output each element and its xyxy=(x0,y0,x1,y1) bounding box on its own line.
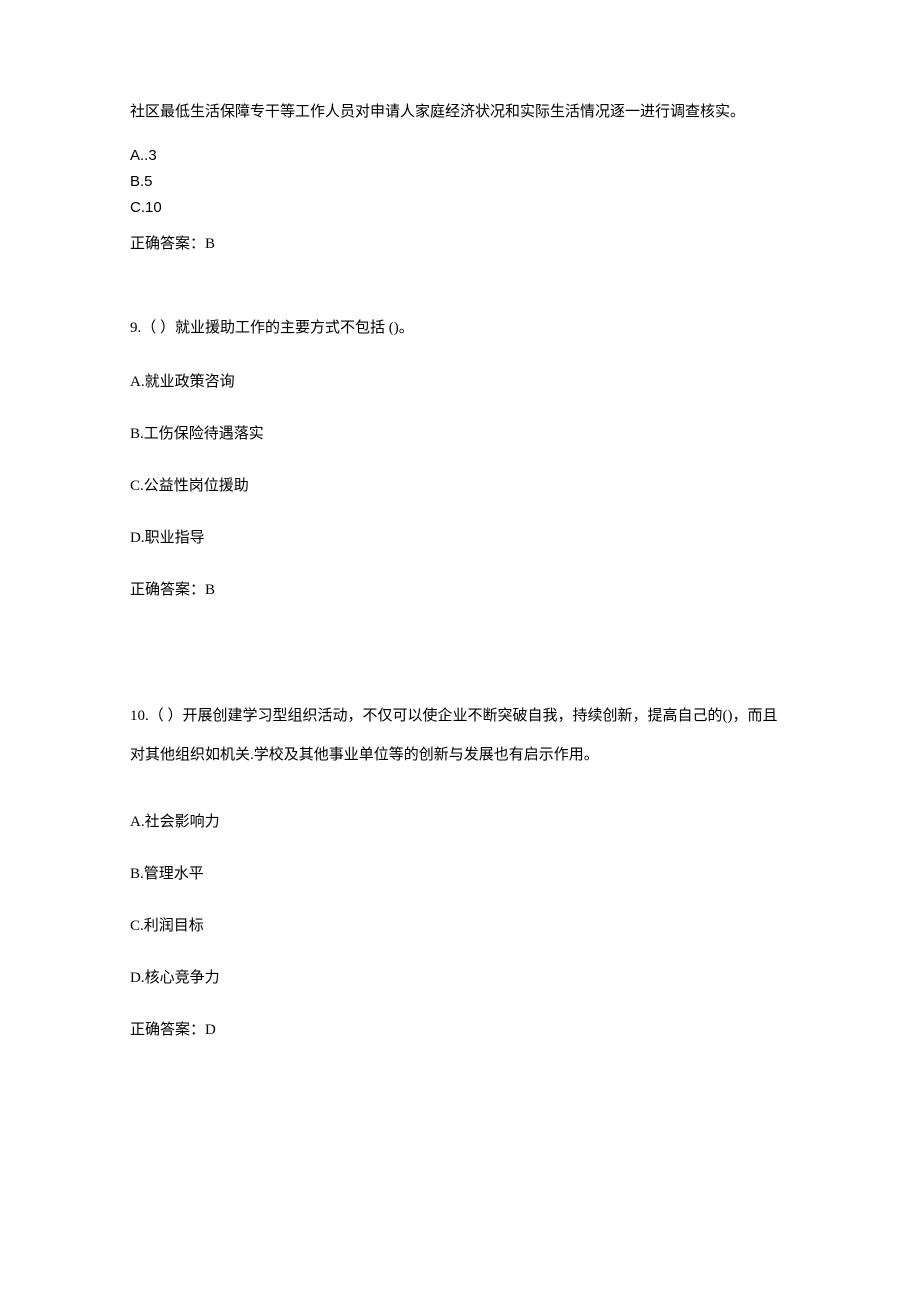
q10-option-b: B.管理水平 xyxy=(130,862,790,886)
q10-answer: 正确答案：D xyxy=(130,1018,790,1042)
q9-option-d: D.职业指导 xyxy=(130,526,790,550)
question-9: 9.（ ）就业援助工作的主要方式不包括 ()。 A.就业政策咨询 B.工伤保险待… xyxy=(130,316,790,602)
q10-option-c: C.利润目标 xyxy=(130,914,790,938)
q8-continuation-text: 社区最低生活保障专干等工作人员对申请人家庭经济状况和实际生活情况逐一进行调查核实… xyxy=(130,100,790,124)
q8-option-b: B.5 xyxy=(130,170,790,194)
q8-answer: 正确答案：B xyxy=(130,232,790,256)
q9-text: 9.（ ）就业援助工作的主要方式不包括 ()。 xyxy=(130,316,790,340)
q10-option-a: A.社会影响力 xyxy=(130,810,790,834)
q10-text: 10.（ ）开展创建学习型组织活动，不仅可以使企业不断突破自我，持续创新，提高自… xyxy=(130,697,790,775)
question-8-continuation: 社区最低生活保障专干等工作人员对申请人家庭经济状况和实际生活情况逐一进行调查核实… xyxy=(130,100,790,256)
q10-option-d: D.核心竞争力 xyxy=(130,966,790,990)
q8-option-a: A..3 xyxy=(130,144,790,168)
question-10: 10.（ ）开展创建学习型组织活动，不仅可以使企业不断突破自我，持续创新，提高自… xyxy=(130,697,790,1042)
q9-option-b: B.工伤保险待遇落实 xyxy=(130,422,790,446)
q9-option-a: A.就业政策咨询 xyxy=(130,370,790,394)
q9-answer: 正确答案：B xyxy=(130,578,790,602)
q8-option-c: C.10 xyxy=(130,196,790,220)
q9-option-c: C.公益性岗位援助 xyxy=(130,474,790,498)
